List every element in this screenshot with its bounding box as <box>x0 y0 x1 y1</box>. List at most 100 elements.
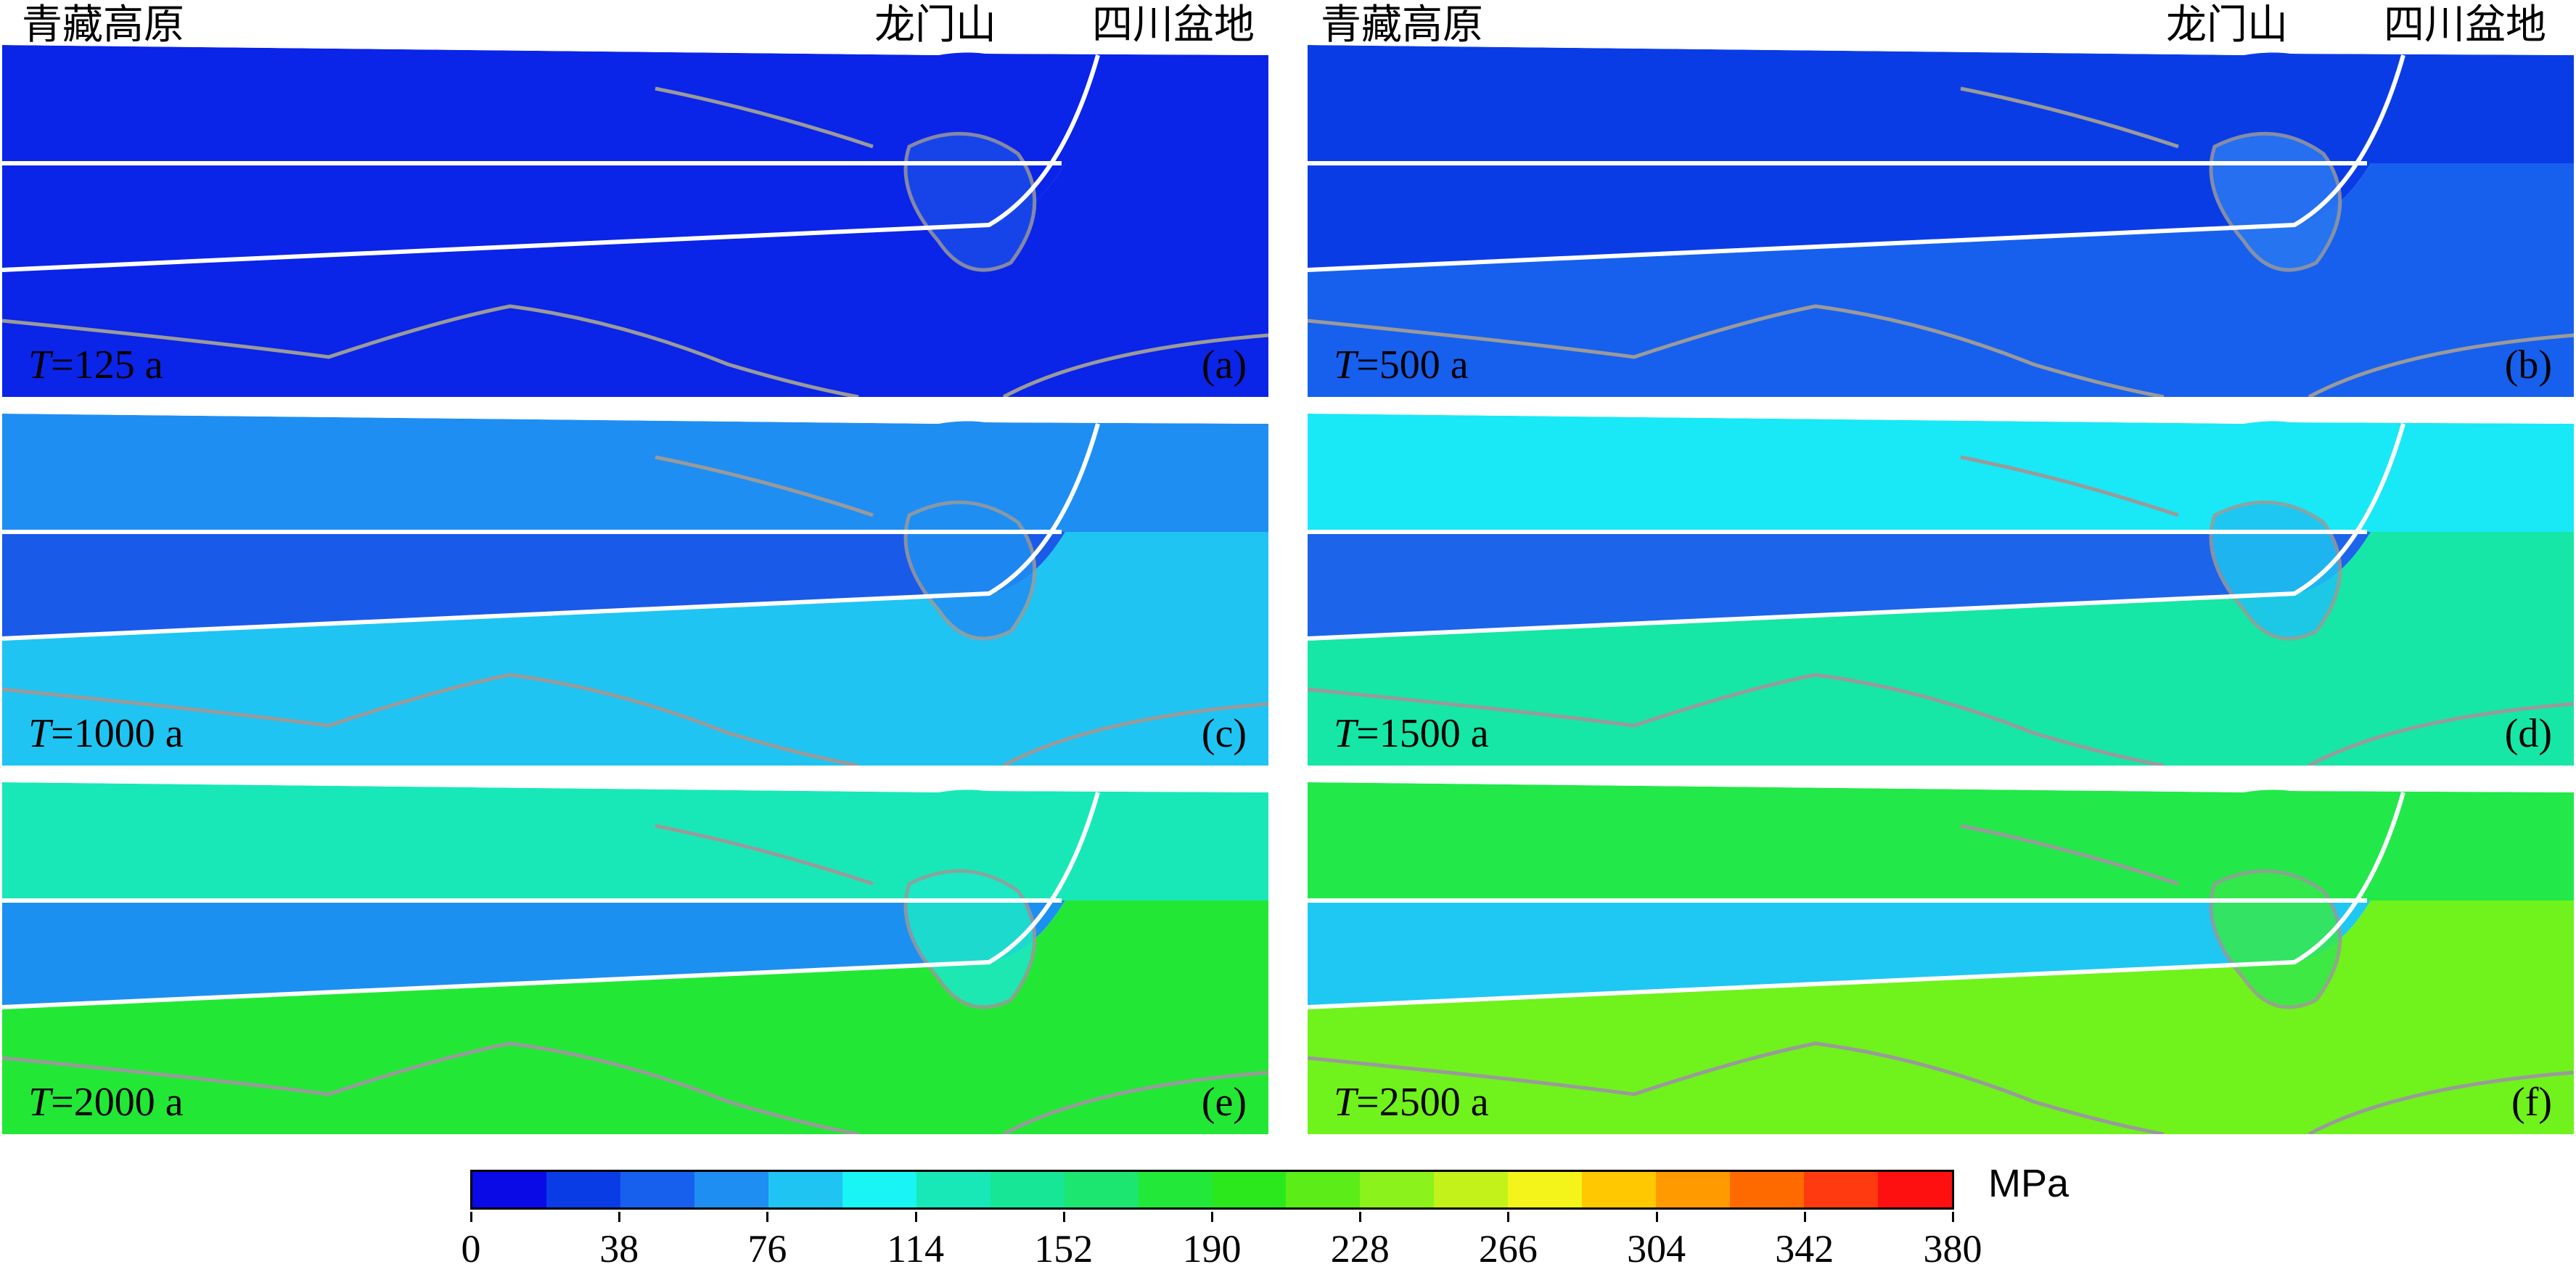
longmenshan-label: 龙门山 <box>874 1 996 49</box>
stress-contour-line <box>2308 333 2574 397</box>
stress-contour-line <box>655 86 874 149</box>
colorbar-bin <box>1582 1172 1657 1207</box>
colorbar-bin <box>990 1172 1065 1207</box>
colorbar-bin <box>1508 1172 1583 1207</box>
colorbar-bin <box>1434 1172 1509 1207</box>
colorbar-bin <box>546 1172 620 1207</box>
stress-field-f <box>1308 782 2574 1134</box>
lower-crust <box>2 532 1268 766</box>
panel-id: (e) <box>1201 1080 1247 1125</box>
time-label: T=1000 a <box>28 711 184 756</box>
middle-crust <box>2 901 1065 1007</box>
panel-b: T=500 a (b) <box>1308 45 2574 397</box>
colorbar-bin <box>472 1172 546 1207</box>
stress-contour-line <box>2 673 859 766</box>
upper-crust <box>1308 782 2574 901</box>
colorbar-tick-label: 0 <box>461 1227 481 1271</box>
stress-contour-line <box>1308 1041 2165 1134</box>
time-label: T=1500 a <box>1334 711 1489 756</box>
colorbar-bin <box>1656 1172 1731 1207</box>
colorbar-bin <box>1064 1172 1139 1207</box>
longmenshan-fault <box>2 423 1100 641</box>
colorbar-tick-label: 380 <box>1923 1227 1982 1271</box>
stress-contour-line <box>1960 455 2179 517</box>
stress-field-c <box>2 414 1268 766</box>
colorbar-tick-label: 342 <box>1775 1227 1834 1271</box>
surface-mask <box>2 414 1268 424</box>
colorbar-tick-label: 152 <box>1034 1227 1094 1271</box>
upper-crust <box>1308 414 2574 532</box>
qinghai-tibet-plateau-label-right: 青藏高原 <box>1321 1 1483 49</box>
stress-contour-line <box>1960 86 2179 149</box>
fault-stress-contour <box>903 869 1037 1009</box>
time-label: T=2500 a <box>1334 1080 1489 1125</box>
stress-field-d <box>1308 414 2574 766</box>
colorbar-tick-label: 266 <box>1478 1227 1538 1271</box>
colorbar-tick <box>1952 1212 1954 1222</box>
colorbar-bin <box>1878 1172 1953 1207</box>
upper-crust <box>2 782 1268 901</box>
lower-crust <box>1308 532 2574 766</box>
colorbar-tick-label: 114 <box>887 1227 945 1271</box>
middle-crust <box>1308 532 2371 639</box>
stress-contour-line <box>1960 824 2179 886</box>
stress-field-b <box>1308 45 2574 397</box>
colorbar-tick-label: 38 <box>599 1227 639 1271</box>
colorbar-tick <box>1359 1212 1362 1222</box>
panel-d: T=1500 a (d) <box>1308 414 2574 766</box>
colorbar-tick-label: 228 <box>1330 1227 1390 1271</box>
qinghai-tibet-plateau-label: 青藏高原 <box>22 1 184 49</box>
colorbar-bin <box>620 1172 694 1207</box>
upper-crust <box>1308 45 2574 163</box>
stress-field-a <box>2 45 1268 397</box>
colorbar-tick <box>618 1212 621 1222</box>
colorbar-bin <box>1212 1172 1287 1207</box>
panel-id: (b) <box>2504 342 2552 387</box>
stress-contour-line <box>2308 702 2574 766</box>
time-label: T=500 a <box>1334 342 1469 387</box>
middle-crust <box>2 163 1065 270</box>
colorbar-tick <box>1507 1212 1510 1222</box>
stress-contour-line <box>1002 333 1268 397</box>
panel-e: T=2000 a (e) <box>2 782 1268 1134</box>
middle-crust <box>1308 163 2371 270</box>
stress-contour-line <box>1002 702 1268 766</box>
colorbar-tick <box>1655 1212 1658 1222</box>
lower-crust <box>2 163 1268 397</box>
longmenshan-fault <box>1308 792 2405 1009</box>
sichuan-basin-label-right: 四川盆地 <box>2384 1 2546 49</box>
fault-stress-contour <box>2209 500 2342 641</box>
fault-stress-contour <box>2209 131 2342 272</box>
upper-crust <box>2 414 1268 532</box>
lower-crust <box>1308 163 2574 397</box>
middle-crust <box>2 532 1065 639</box>
longmenshan-fault <box>1308 423 2405 641</box>
time-label: T=2000 a <box>28 1080 184 1125</box>
colorbar-tick <box>1211 1212 1213 1222</box>
panel-c: T=1000 a (c) <box>2 414 1268 766</box>
longmenshan-label-right: 龙门山 <box>2166 1 2288 49</box>
colorbar-bin <box>1286 1172 1361 1207</box>
colorbar-bin <box>1360 1172 1435 1207</box>
stress-contour-line <box>655 824 874 886</box>
upper-crust <box>2 45 1268 163</box>
surface-mask <box>2 45 1268 55</box>
stress-contour-line <box>1308 304 2165 397</box>
colorbar-tick-label: 190 <box>1182 1227 1242 1271</box>
time-label: T=125 a <box>28 342 163 387</box>
panel-id: (d) <box>2504 711 2552 756</box>
lower-crust <box>2 901 1268 1134</box>
colorbar-tick <box>470 1212 472 1222</box>
surface-mask <box>2 782 1268 792</box>
colorbar-bin <box>1138 1172 1213 1207</box>
stress-contour-line <box>1308 673 2165 766</box>
colorbar-bin <box>842 1172 916 1207</box>
stress-contour-line <box>2 1041 859 1134</box>
colorbar-bin <box>916 1172 990 1207</box>
panel-id: (a) <box>1201 342 1247 387</box>
stress-contour-line <box>2308 1070 2574 1134</box>
colorbar-bin <box>694 1172 768 1207</box>
stress-field-e <box>2 782 1268 1134</box>
panel-id: (f) <box>2511 1080 2552 1125</box>
panel-id: (c) <box>1201 711 1247 756</box>
